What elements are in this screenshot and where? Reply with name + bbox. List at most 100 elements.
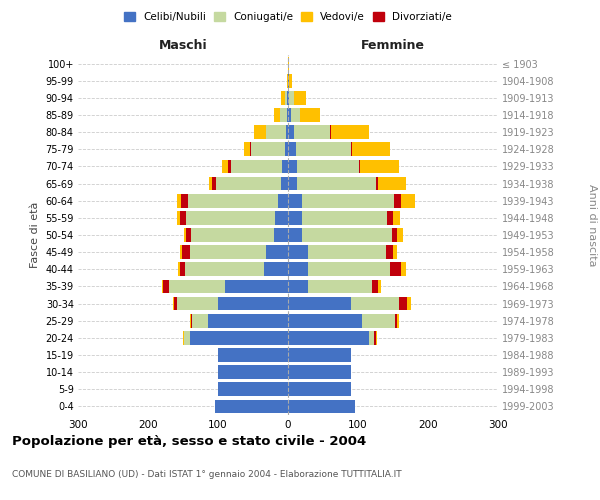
Bar <box>287 91 288 104</box>
Bar <box>274 108 280 122</box>
Bar <box>331 126 369 139</box>
Bar <box>190 246 266 259</box>
Bar <box>359 160 360 173</box>
Text: COMUNE DI BASILIANO (UD) - Dati ISTAT 1° gennaio 2004 - Elaborazione TUTTITALIA.: COMUNE DI BASILIANO (UD) - Dati ISTAT 1°… <box>12 470 401 479</box>
Bar <box>288 331 368 344</box>
Bar <box>302 211 388 224</box>
Bar <box>293 91 306 104</box>
Bar <box>288 194 302 207</box>
Bar <box>393 246 397 259</box>
Bar <box>287 74 288 88</box>
Bar <box>192 314 208 328</box>
Bar <box>302 228 392 242</box>
Bar <box>182 246 190 259</box>
Bar <box>374 331 376 344</box>
Bar <box>291 108 300 122</box>
Bar <box>178 262 179 276</box>
Bar <box>231 160 283 173</box>
Bar <box>277 194 288 207</box>
Bar <box>280 108 287 122</box>
Bar <box>397 228 403 242</box>
Bar <box>274 228 288 242</box>
Bar <box>266 126 286 139</box>
Bar <box>178 194 181 207</box>
Bar <box>293 126 330 139</box>
Bar <box>266 246 288 259</box>
Bar <box>251 142 284 156</box>
Bar <box>300 108 320 122</box>
Bar <box>297 176 376 190</box>
Bar <box>302 194 394 207</box>
Bar <box>286 126 288 139</box>
Bar <box>308 262 390 276</box>
Bar <box>218 366 288 379</box>
Bar <box>401 194 415 207</box>
Bar <box>180 211 186 224</box>
Bar <box>288 296 351 310</box>
Bar <box>377 176 406 190</box>
Bar <box>289 91 293 104</box>
Bar <box>288 142 296 156</box>
Bar <box>188 194 277 207</box>
Bar <box>288 228 302 242</box>
Bar <box>390 262 401 276</box>
Bar <box>288 160 297 173</box>
Bar <box>308 246 386 259</box>
Bar <box>361 314 395 328</box>
Bar <box>208 314 288 328</box>
Bar <box>296 142 351 156</box>
Bar <box>184 228 186 242</box>
Bar <box>360 160 398 173</box>
Bar <box>216 176 281 190</box>
Bar <box>330 126 331 139</box>
Bar <box>218 348 288 362</box>
Y-axis label: Fasce di età: Fasce di età <box>30 202 40 268</box>
Bar <box>393 211 400 224</box>
Bar <box>398 296 407 310</box>
Bar <box>178 296 218 310</box>
Bar <box>191 228 274 242</box>
Bar <box>288 348 351 362</box>
Bar <box>297 160 359 173</box>
Bar <box>263 262 288 276</box>
Bar <box>185 262 263 276</box>
Bar <box>173 296 174 310</box>
Bar <box>388 211 393 224</box>
Bar <box>183 331 184 344</box>
Bar <box>395 314 397 328</box>
Bar <box>288 280 308 293</box>
Bar <box>222 160 228 173</box>
Bar <box>287 108 288 122</box>
Bar <box>225 280 288 293</box>
Bar <box>283 160 288 173</box>
Bar <box>288 176 297 190</box>
Bar <box>288 211 302 224</box>
Bar <box>288 74 289 88</box>
Bar <box>397 314 398 328</box>
Bar <box>288 246 308 259</box>
Bar <box>163 280 169 293</box>
Bar <box>288 382 351 396</box>
Bar <box>212 176 216 190</box>
Bar <box>184 331 190 344</box>
Legend: Celibi/Nubili, Coniugati/e, Vedovi/e, Divorziati/e: Celibi/Nubili, Coniugati/e, Vedovi/e, Di… <box>120 8 456 26</box>
Bar <box>284 142 288 156</box>
Bar <box>176 211 180 224</box>
Bar <box>288 314 361 328</box>
Bar <box>401 262 406 276</box>
Bar <box>181 194 188 207</box>
Bar <box>275 211 288 224</box>
Bar <box>289 74 292 88</box>
Bar <box>254 126 266 139</box>
Bar <box>186 211 275 224</box>
Text: Popolazione per età, sesso e stato civile - 2004: Popolazione per età, sesso e stato civil… <box>12 435 366 448</box>
Bar <box>250 142 251 156</box>
Bar <box>376 331 377 344</box>
Bar <box>209 176 212 190</box>
Bar <box>190 314 191 328</box>
Bar <box>169 280 225 293</box>
Bar <box>191 314 192 328</box>
Bar <box>288 366 351 379</box>
Bar <box>244 142 250 156</box>
Bar <box>372 280 377 293</box>
